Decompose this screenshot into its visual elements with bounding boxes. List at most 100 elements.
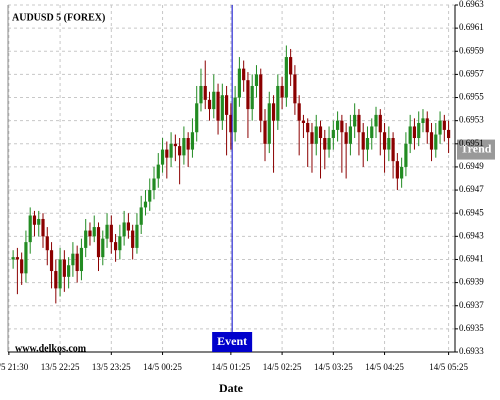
trend-box	[457, 139, 495, 160]
candle-body	[417, 122, 421, 139]
candle-body	[79, 247, 84, 272]
event-label: Event	[217, 334, 247, 348]
x-tick-label: 14/5 05:25	[429, 362, 468, 372]
y-tick-label: 0.6955	[459, 92, 484, 102]
candle-body	[143, 201, 148, 208]
candle-body	[306, 122, 310, 133]
candles	[11, 45, 451, 304]
x-tick-label: 14/5 02:25	[263, 362, 302, 372]
candle-body	[96, 227, 101, 258]
candle-body	[412, 126, 417, 139]
x-tick-label: 14/5 03:25	[314, 362, 353, 372]
candle-body	[160, 149, 165, 165]
candle-body	[237, 68, 241, 98]
candle-body	[131, 230, 135, 248]
y-tick-label: 0.6947	[459, 184, 484, 194]
candle-body	[365, 138, 370, 150]
candle-body	[425, 118, 429, 133]
candle-body	[271, 103, 276, 121]
candle-body	[340, 120, 344, 133]
candle-body	[54, 271, 58, 289]
candle-body	[370, 126, 374, 139]
annotations: Event Trend	[212, 5, 495, 352]
candle-body	[382, 132, 387, 150]
candle-body	[28, 215, 32, 243]
candle-body	[391, 138, 395, 162]
candle-body	[429, 132, 434, 150]
candle-body	[344, 132, 348, 144]
y-tick-label: 0.6941	[459, 254, 484, 264]
candle-body	[62, 259, 66, 277]
x-tick-label: 14/5 04:25	[365, 362, 404, 372]
candle-body	[203, 85, 207, 100]
candle-body	[259, 74, 263, 121]
candle-body	[212, 91, 216, 110]
candle-body	[353, 114, 357, 127]
candle-body	[113, 242, 118, 251]
candle-body	[361, 132, 365, 150]
candle-body	[169, 143, 173, 158]
candle-body	[280, 85, 284, 98]
candle-body	[263, 120, 267, 144]
candle-body	[357, 114, 361, 133]
y-tick-label: 0.6937	[459, 300, 484, 310]
candle-body	[395, 161, 399, 179]
candle-body	[229, 114, 233, 133]
candle-body	[284, 57, 288, 98]
candle-body	[15, 257, 19, 260]
y-tick-label: 0.6959	[459, 45, 484, 55]
candle-body	[32, 215, 37, 225]
candle-body	[118, 236, 122, 251]
candle-body	[173, 143, 177, 147]
x-tick-label: 14/5 00:25	[143, 362, 182, 372]
x-axis-label: Date	[219, 381, 244, 395]
candle-body	[186, 138, 190, 150]
candle-body	[446, 129, 451, 139]
candle-body	[101, 238, 105, 258]
candle-body	[190, 132, 195, 150]
candle-body	[156, 164, 160, 179]
candle-body	[327, 138, 331, 150]
candle-body	[289, 57, 293, 75]
candle-body	[438, 120, 442, 135]
candle-body	[178, 146, 182, 156]
candle-body	[207, 99, 212, 110]
candle-body	[126, 222, 130, 231]
candle-body	[374, 114, 378, 127]
candle-body	[37, 218, 41, 225]
candle-body	[318, 126, 323, 139]
candle-body	[276, 85, 280, 121]
candle-body	[216, 91, 220, 121]
y-tick-label: 0.6953	[459, 115, 484, 125]
y-tick-label: 0.6939	[459, 277, 484, 287]
candle-body	[84, 230, 88, 248]
candle-body	[58, 259, 62, 289]
y-tick-label: 0.6961	[459, 22, 484, 32]
candle-body	[323, 138, 327, 150]
candle-body	[195, 103, 199, 133]
candle-body	[75, 253, 79, 272]
x-tick-label: 13/5 22:25	[41, 362, 80, 372]
candle-body	[301, 120, 306, 123]
y-tick-label: 0.6949	[459, 161, 484, 171]
event-box	[212, 332, 253, 352]
y-tick-label: 0.6943	[459, 230, 484, 240]
candle-body	[49, 250, 54, 272]
candle-body	[408, 126, 412, 144]
candle-body	[92, 227, 96, 237]
candle-body	[220, 95, 224, 121]
candle-body	[297, 103, 301, 121]
candle-body	[45, 236, 49, 251]
candle-body	[250, 85, 254, 110]
candle-body	[421, 118, 425, 123]
candle-body	[199, 85, 203, 104]
candle-body	[41, 218, 45, 237]
y-tick-label: 0.6963	[459, 0, 484, 9]
candle-body	[139, 207, 143, 225]
candle-body	[109, 224, 113, 243]
candle-body	[434, 134, 438, 150]
candle-body	[254, 74, 259, 86]
candle-body	[378, 114, 382, 133]
candle-body	[387, 138, 391, 150]
